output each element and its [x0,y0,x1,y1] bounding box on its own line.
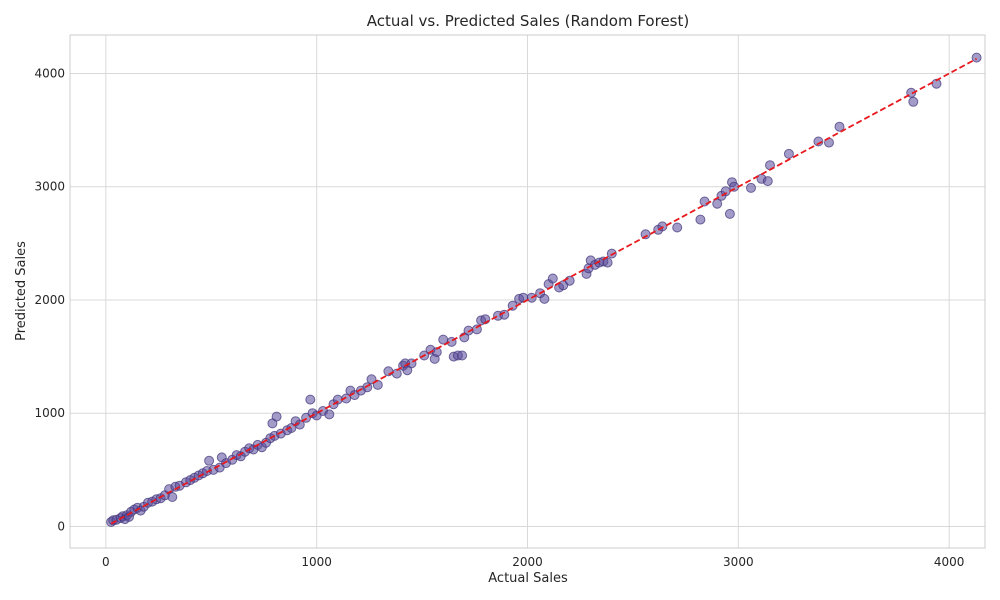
data-point [167,492,178,502]
data-point [539,293,550,304]
data-point [271,411,282,422]
data-point [606,248,617,259]
data-point [971,52,982,63]
reference-line-y-equals-x [110,57,977,525]
x-tick-label: 3000 [723,555,754,569]
data-point [457,350,468,361]
data-point [547,273,558,284]
y-tick-label: 0 [57,519,65,533]
data-point [712,198,723,209]
data-point [834,121,845,132]
data-point [724,208,735,219]
data-point [305,394,316,405]
data-point [383,366,394,377]
x-axis-label: Actual Sales [488,571,568,586]
tick-labels: 0 1000 2000 3000 4000 0 1000 2000 3000 4000 [34,67,964,569]
data-point [324,409,335,420]
data-point [695,214,706,225]
data-point [762,176,773,187]
y-axis-label: Predicted Sales [14,241,29,341]
y-tick-label: 2000 [34,293,65,307]
data-point [699,196,710,207]
data-points [106,52,982,527]
data-point [908,96,919,107]
y-tick-label: 4000 [34,67,65,81]
plot-frame [69,34,986,549]
x-tick-label: 2000 [512,555,543,569]
data-point [341,393,352,404]
x-tick-label: 1000 [301,555,332,569]
data-point [813,136,824,147]
data-point [783,148,794,159]
data-point [746,182,756,193]
data-point [204,455,215,466]
data-point [564,275,575,286]
data-point [602,257,613,268]
data-point [640,229,651,240]
y-tick-label: 1000 [34,406,65,420]
data-point [672,222,683,233]
x-tick-label: 0 [102,555,110,569]
y-tick-label: 3000 [34,180,65,194]
grid [70,35,985,548]
x-tick-label: 4000 [934,555,965,569]
data-point [366,374,377,385]
chart-title: Actual vs. Predicted Sales (Random Fores… [367,12,689,30]
